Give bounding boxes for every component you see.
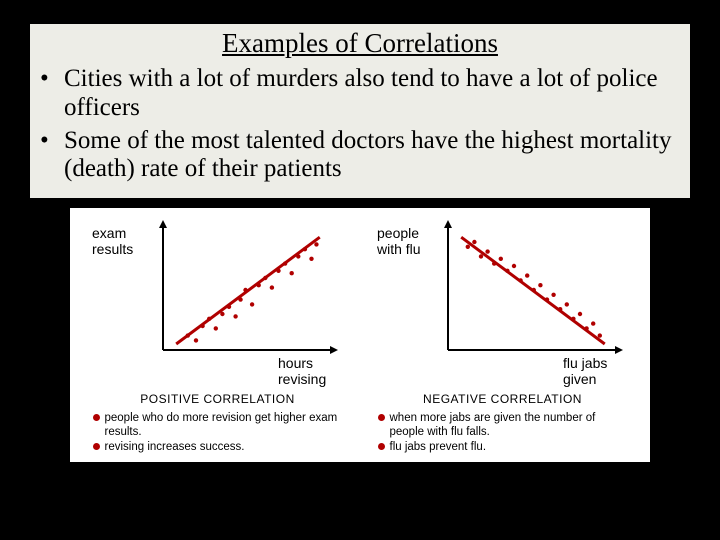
scatter-chart: peoplewith flu flu jabsgiven bbox=[373, 218, 633, 388]
svg-text:given: given bbox=[563, 371, 596, 387]
chart-negative: peoplewith flu flu jabsgiven NEGATIVE COR… bbox=[365, 218, 640, 454]
chart-legend: when more jabs are given the number of p… bbox=[378, 411, 628, 454]
legend-text: revising increases success. bbox=[105, 440, 245, 454]
chart-positive: examresults hoursrevising POSITIVE CORREL… bbox=[80, 218, 355, 454]
svg-text:exam: exam bbox=[92, 225, 126, 241]
legend-text: flu jabs prevent flu. bbox=[390, 440, 487, 454]
legend-text: when more jabs are given the number of p… bbox=[390, 411, 628, 440]
svg-text:with flu: with flu bbox=[376, 241, 421, 257]
svg-text:hours: hours bbox=[278, 355, 313, 371]
slide: Examples of Correlations Cities with a l… bbox=[0, 0, 720, 540]
bullet-item: Cities with a lot of murders also tend t… bbox=[40, 65, 680, 123]
svg-text:revising: revising bbox=[278, 371, 326, 387]
bullet-dot-icon bbox=[93, 443, 100, 450]
legend-row: when more jabs are given the number of p… bbox=[378, 411, 628, 440]
charts-container: examresults hoursrevising POSITIVE CORREL… bbox=[70, 208, 650, 462]
legend-row: people who do more revision get higher e… bbox=[93, 411, 343, 440]
bullet-list: Cities with a lot of murders also tend t… bbox=[40, 65, 680, 184]
svg-text:people: people bbox=[377, 225, 419, 241]
bullet-dot-icon bbox=[378, 443, 385, 450]
legend-text: people who do more revision get higher e… bbox=[105, 411, 343, 440]
bullet-dot-icon bbox=[93, 414, 100, 421]
bullet-item: Some of the most talented doctors have t… bbox=[40, 127, 680, 185]
scatter-chart: examresults hoursrevising bbox=[88, 218, 348, 388]
legend-row: flu jabs prevent flu. bbox=[378, 440, 628, 454]
svg-text:results: results bbox=[92, 241, 133, 257]
svg-text:flu jabs: flu jabs bbox=[563, 355, 607, 371]
chart-caption: POSITIVE CORRELATION bbox=[140, 392, 294, 406]
bullet-dot-icon bbox=[378, 414, 385, 421]
slide-title: Examples of Correlations bbox=[40, 28, 680, 59]
text-block: Examples of Correlations Cities with a l… bbox=[30, 24, 690, 198]
chart-caption: NEGATIVE CORRELATION bbox=[423, 392, 582, 406]
legend-row: revising increases success. bbox=[93, 440, 343, 454]
chart-legend: people who do more revision get higher e… bbox=[93, 411, 343, 454]
